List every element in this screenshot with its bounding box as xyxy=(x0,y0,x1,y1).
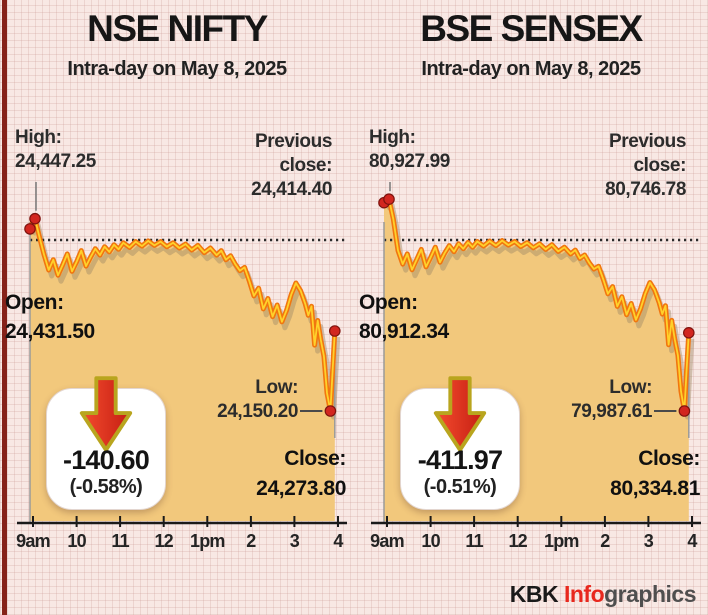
high-annotation: High: 24,447.25 xyxy=(15,126,96,174)
chart-title: BSE SENSEX xyxy=(420,8,643,49)
close-label: Close: xyxy=(638,447,700,470)
credit-info: Info xyxy=(563,581,605,607)
high-label: High: xyxy=(369,127,416,148)
close-annotation: Close: 80,334.81 xyxy=(610,444,700,504)
low-value: 79,987.61 xyxy=(571,401,652,422)
axis-tick-label: 4 xyxy=(333,531,343,551)
axis-tick-label: 12 xyxy=(508,531,527,551)
credit-graphics: graphics xyxy=(604,581,696,607)
close-value: 80,334.81 xyxy=(610,477,700,500)
open-annotation: Open: 24,431.50 xyxy=(5,288,95,346)
close-annotation: Close: 24,273.80 xyxy=(256,444,346,504)
low-label: Low: xyxy=(609,377,652,398)
chart-title: NSE NIFTY xyxy=(87,8,268,49)
open-annotation: Open: 80,912.34 xyxy=(359,288,449,346)
previous-close-annotation: Previous close: 24,414.40 xyxy=(220,130,332,202)
x-axis-labels: 9am 10 11 12 1pm 2 3 4 xyxy=(0,531,354,559)
close-value: 24,273.80 xyxy=(256,477,346,500)
axis-tick-label: 2 xyxy=(246,531,256,551)
change-badge: -140.60 (-0.58%) xyxy=(46,376,166,510)
high-label: High: xyxy=(15,127,62,148)
axis-tick-label: 1pm xyxy=(189,531,225,551)
axis-tick-label: 11 xyxy=(111,531,129,551)
chart-subtitle: Intra-day on May 8, 2025 xyxy=(421,58,641,80)
axis-tick-label: 4 xyxy=(687,531,697,551)
down-arrow-icon xyxy=(79,376,133,452)
axis-tick-label: 2 xyxy=(600,531,610,551)
previous-close-annotation: Previous close: 80,746.78 xyxy=(574,130,686,202)
open-value: 24,431.50 xyxy=(5,320,95,343)
previous-close-label: Previous close: xyxy=(608,131,686,176)
change-value: -411.97 xyxy=(417,445,503,475)
axis-tick-label: 9am xyxy=(370,531,404,551)
high-value: 80,927.99 xyxy=(369,151,450,172)
previous-close-value: 80,746.78 xyxy=(605,179,686,200)
axis-tick-label: 10 xyxy=(67,531,86,551)
axis-tick-label: 1pm xyxy=(543,531,579,551)
axis-tick-label: 3 xyxy=(643,531,654,551)
low-value: 24,150.20 xyxy=(217,401,298,422)
high-annotation: High: 80,927.99 xyxy=(369,126,450,174)
axis-tick-label: 3 xyxy=(289,531,300,551)
page-edge-rule xyxy=(2,0,7,615)
axis-tick-label: 12 xyxy=(154,531,173,551)
change-badge: -411.97 (-0.51%) xyxy=(400,376,520,510)
change-percent: (-0.51%) xyxy=(423,476,497,498)
open-label: Open: xyxy=(359,291,418,314)
credit-line: KBK Infographics xyxy=(509,581,697,608)
axis-tick-label: 11 xyxy=(465,531,483,551)
down-arrow-icon xyxy=(433,376,487,452)
high-value: 24,447.25 xyxy=(15,151,96,172)
sensex-chart-panel: BSE SENSEX Intra-day on May 8, 2025 High… xyxy=(354,0,708,615)
chart-subtitle: Intra-day on May 8, 2025 xyxy=(67,58,287,80)
previous-close-label: Previous close: xyxy=(254,131,332,176)
change-value: -140.60 xyxy=(63,445,150,475)
low-annotation: Low: 24,150.20 xyxy=(217,376,298,424)
change-percent: (-0.58%) xyxy=(69,476,143,498)
nifty-chart-panel: NSE NIFTY Intra-day on May 8, 2025 High:… xyxy=(0,8,354,559)
x-axis-labels: 9am 10 11 12 1pm 2 3 4 xyxy=(354,531,708,559)
credit-kbk: KBK xyxy=(509,581,564,607)
low-label: Low: xyxy=(255,377,298,398)
low-annotation: Low: 79,987.61 xyxy=(571,376,652,424)
previous-close-value: 24,414.40 xyxy=(251,179,332,200)
axis-tick-label: 9am xyxy=(16,531,50,551)
axis-tick-label: 10 xyxy=(421,531,440,551)
close-label: Close: xyxy=(284,447,346,470)
open-label: Open: xyxy=(5,291,64,314)
open-value: 80,912.34 xyxy=(359,320,449,343)
